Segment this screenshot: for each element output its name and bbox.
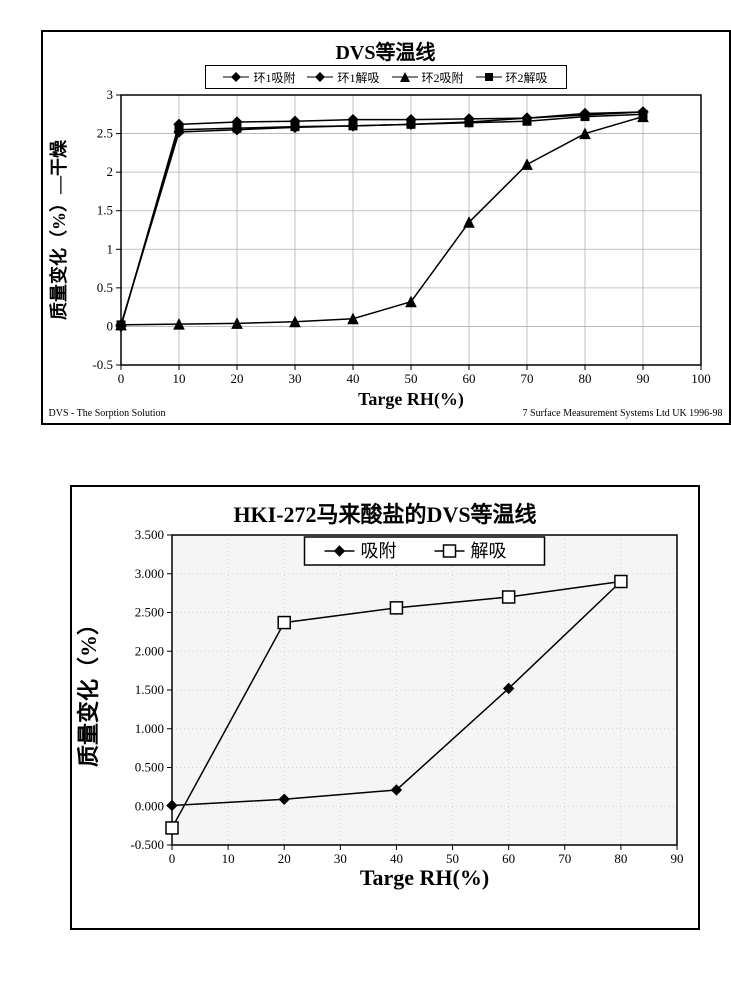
svg-text:20: 20 [230,371,243,386]
chart2-title: HKI-272马来酸盐的DVS等温线 [72,497,698,529]
svg-text:2: 2 [106,164,113,179]
svg-text:30: 30 [288,371,301,386]
svg-text:质量变化（%）—干燥: 质量变化（%）—干燥 [48,139,69,320]
svg-text:70: 70 [520,371,533,386]
svg-text:1.500: 1.500 [135,682,164,697]
svg-text:80: 80 [578,371,591,386]
chart1-footnote-left: DVS - The Sorption Solution [49,408,166,419]
hki272-dvs-panel: HKI-272马来酸盐的DVS等温线 0 10 20 30 40 50 60 70 80 90 -0… [70,485,700,930]
svg-text:80: 80 [614,851,627,866]
legend-item: 环2吸附 [392,69,464,86]
chart1-title: DVS等温线 [43,36,729,65]
chart1-legend: 环1吸附 环1解吸 环2吸附 环2解吸 [205,65,567,89]
legend-item: 环2解吸 [476,69,548,86]
svg-text:0.5: 0.5 [96,280,112,295]
svg-text:3: 3 [106,89,113,102]
svg-text:0.000: 0.000 [135,798,164,813]
svg-text:-0.500: -0.500 [130,837,164,852]
legend-item: 环1解吸 [307,69,379,86]
legend-item: 环1吸附 [223,69,295,86]
chart1-plot: 0 10 20 30 40 50 60 70 80 90 100 -0.5 0 0.5 1 1.5 2 2.5 3 T… [43,89,729,419]
svg-text:60: 60 [462,371,475,386]
svg-text:40: 40 [346,371,359,386]
svg-text:1: 1 [106,241,113,256]
svg-text:60: 60 [502,851,515,866]
svg-text:质量变化（%）: 质量变化（%） [76,613,101,767]
svg-text:70: 70 [558,851,571,866]
svg-text:90: 90 [636,371,649,386]
svg-text:50: 50 [404,371,417,386]
svg-text:2.000: 2.000 [135,643,164,658]
svg-text:30: 30 [334,851,347,866]
svg-text:40: 40 [390,851,403,866]
svg-text:0.500: 0.500 [135,760,164,775]
svg-text:0: 0 [106,318,113,333]
svg-text:10: 10 [172,371,185,386]
svg-text:90: 90 [671,851,684,866]
svg-text:解吸: 解吸 [471,541,507,561]
svg-text:3.500: 3.500 [135,529,164,542]
svg-text:3.000: 3.000 [135,566,164,581]
dvs-isotherm-panel: DVS等温线 环1吸附 环1解吸 环2吸附 环2解吸 0102030405060… [41,30,731,425]
svg-text:1.000: 1.000 [135,721,164,736]
chart2-plot: 0 10 20 30 40 50 60 70 80 90 -0.500 0.000 0.500 1.000… [72,529,698,927]
svg-text:2.500: 2.500 [135,605,164,620]
chart1-footnote-right: 7 Surface Measurement Systems Ltd UK 199… [523,408,723,419]
svg-text:Targe RH(%): Targe RH(%) [358,389,464,410]
svg-text:10: 10 [222,851,235,866]
svg-text:2.5: 2.5 [96,126,112,141]
svg-text:0: 0 [169,851,176,866]
svg-text:Targe RH(%): Targe RH(%) [360,865,489,890]
svg-text:吸附: 吸附 [361,541,397,561]
svg-text:0: 0 [117,371,124,386]
svg-text:1.5: 1.5 [96,203,112,218]
svg-text:100: 100 [691,371,711,386]
svg-text:50: 50 [446,851,459,866]
svg-text:20: 20 [278,851,291,866]
svg-text:-0.5: -0.5 [92,357,113,372]
